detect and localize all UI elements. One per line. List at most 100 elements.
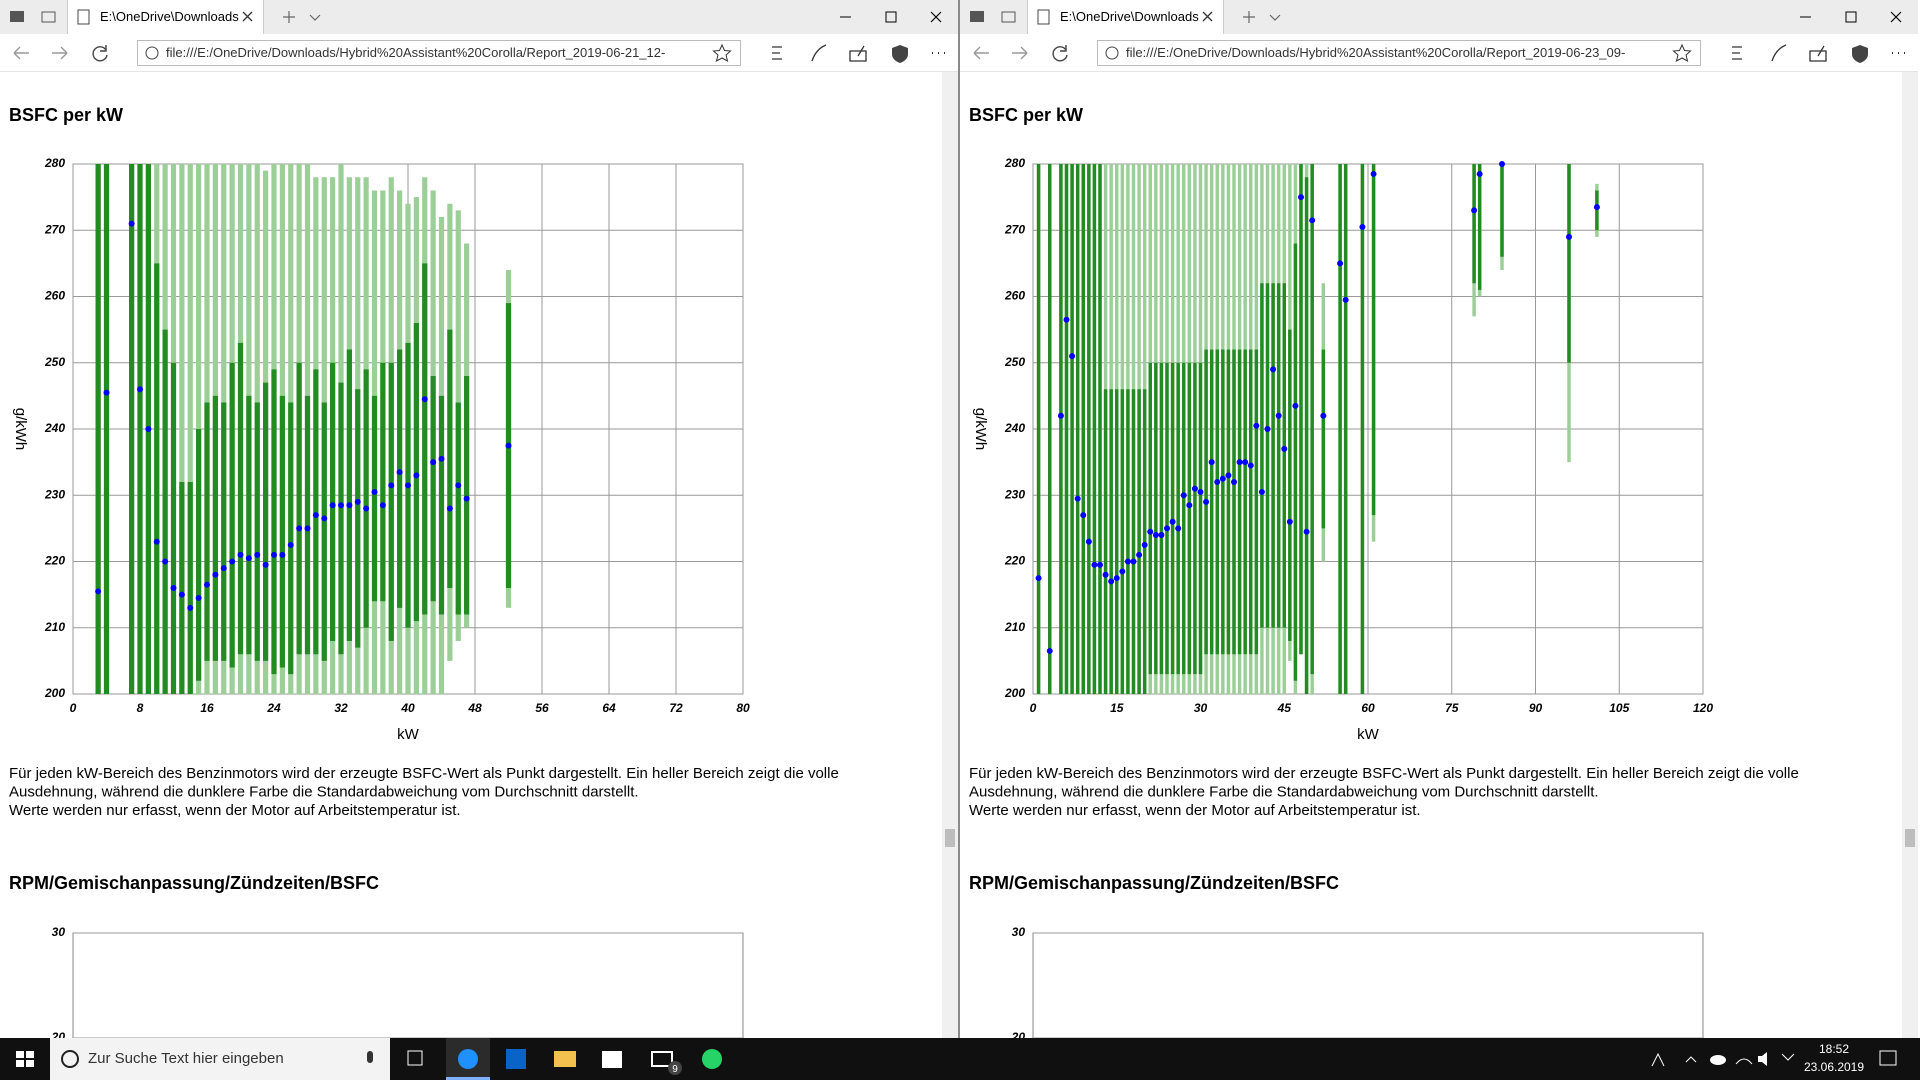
std-bar xyxy=(1064,164,1069,694)
favorites-icon[interactable] xyxy=(1732,46,1742,60)
data-point xyxy=(1164,525,1170,532)
tab-list-icon[interactable] xyxy=(1269,14,1281,21)
std-bar xyxy=(95,164,101,694)
clock-time[interactable]: 18:52 xyxy=(1818,1042,1850,1056)
onedrive-icon[interactable] xyxy=(1710,1055,1726,1065)
tray-chevron[interactable] xyxy=(1685,1056,1697,1063)
info-icon[interactable] xyxy=(145,46,159,60)
dropbox-icon[interactable] xyxy=(1781,1053,1795,1061)
y-tick-label: 20 xyxy=(1011,1030,1026,1038)
new-tab-icon[interactable] xyxy=(283,11,295,23)
store-icon[interactable] xyxy=(602,1051,622,1068)
whatsapp-icon[interactable] xyxy=(702,1049,722,1069)
tabs-aside-icon[interactable] xyxy=(41,11,56,23)
data-point xyxy=(505,442,512,449)
refresh-icon[interactable] xyxy=(1052,45,1068,62)
people-icon[interactable] xyxy=(1651,1052,1665,1067)
notification-icon[interactable] xyxy=(1879,1050,1897,1066)
std-bar xyxy=(1081,164,1085,694)
plot-frame xyxy=(1032,932,1704,1038)
scrollbar[interactable] xyxy=(942,72,958,1038)
volume-icon[interactable] xyxy=(1758,1052,1767,1066)
close-tab-icon[interactable] xyxy=(242,11,253,22)
tab-preview-icon[interactable] xyxy=(10,11,24,22)
notes-icon[interactable] xyxy=(1771,44,1787,62)
tab[interactable]: E:\OneDrive\Downloads xyxy=(1027,0,1224,34)
std-bar xyxy=(1126,389,1130,694)
data-point xyxy=(1203,498,1210,505)
std-bar xyxy=(313,369,319,655)
data-point xyxy=(1298,194,1304,201)
address-bar[interactable]: file:///E:/OneDrive/Downloads/Hybrid%20A… xyxy=(1097,40,1701,66)
data-point xyxy=(455,482,462,489)
data-point xyxy=(346,502,353,509)
notes-icon[interactable] xyxy=(811,44,827,62)
favorite-icon[interactable] xyxy=(712,43,732,62)
scrollbar[interactable] xyxy=(1902,72,1918,1038)
extension-icon[interactable] xyxy=(892,45,908,63)
data-point xyxy=(1264,426,1271,432)
std-bar xyxy=(355,389,361,648)
y-tick-label: 260 xyxy=(1004,289,1025,303)
data-point xyxy=(304,525,311,532)
y-tick-label: 250 xyxy=(1004,355,1025,369)
tabs-aside-icon[interactable] xyxy=(1001,11,1016,23)
std-bar xyxy=(129,164,135,694)
maximize-icon[interactable] xyxy=(885,11,897,23)
forward-icon[interactable] xyxy=(1012,46,1028,60)
data-point xyxy=(1208,459,1215,466)
std-bar xyxy=(1142,389,1147,694)
back-icon[interactable] xyxy=(13,46,29,60)
new-tab-icon[interactable] xyxy=(1243,11,1255,23)
caption-line: Ausdehnung, während die dunklere Farbe d… xyxy=(9,783,639,800)
std-bar xyxy=(346,349,352,641)
mail-badge xyxy=(668,1061,682,1075)
search-box[interactable]: Zur Suche Text hier eingeben xyxy=(50,1038,390,1080)
std-bar xyxy=(1159,362,1164,675)
refresh-icon[interactable] xyxy=(92,45,108,62)
close-tab-icon[interactable] xyxy=(1202,11,1213,22)
data-point xyxy=(95,588,102,595)
x-tick-label: 75 xyxy=(1445,701,1459,715)
data-point xyxy=(128,220,135,227)
task-view-icon[interactable] xyxy=(407,1050,423,1066)
std-bar xyxy=(464,376,470,615)
close-icon[interactable] xyxy=(930,11,942,23)
tab-list-icon[interactable] xyxy=(309,14,321,21)
tab[interactable]: E:\OneDrive\Downloads xyxy=(67,0,264,34)
network-icon[interactable] xyxy=(1735,1058,1753,1065)
scroll-thumb[interactable] xyxy=(945,829,955,847)
maximize-icon[interactable] xyxy=(1845,11,1857,23)
std-bar xyxy=(1176,362,1180,675)
std-bar xyxy=(229,362,235,668)
outlook-icon[interactable] xyxy=(506,1049,526,1069)
clock-date[interactable]: 23.06.2019 xyxy=(1803,1060,1865,1074)
extension-icon[interactable] xyxy=(1852,45,1868,63)
mail-icon[interactable] xyxy=(651,1051,673,1067)
favorite-icon[interactable] xyxy=(1672,43,1692,62)
scroll-thumb[interactable] xyxy=(1905,829,1915,847)
address-bar[interactable]: file:///E:/OneDrive/Downloads/Hybrid%20A… xyxy=(137,40,741,66)
edge-icon[interactable] xyxy=(458,1049,478,1069)
y-tick-label: 280 xyxy=(1004,156,1025,170)
back-icon[interactable] xyxy=(973,46,989,60)
nav-icons xyxy=(13,43,945,63)
tab-preview-icon[interactable] xyxy=(970,11,984,22)
data-point xyxy=(1158,532,1165,538)
share-icon[interactable] xyxy=(849,45,867,62)
edge-active[interactable] xyxy=(446,1038,490,1080)
section-heading: BSFC per kW xyxy=(969,105,1083,125)
info-icon[interactable] xyxy=(1105,46,1119,60)
close-icon[interactable] xyxy=(1890,11,1902,23)
data-point xyxy=(153,538,160,545)
data-point xyxy=(1175,525,1182,532)
share-icon[interactable] xyxy=(1809,45,1827,62)
data-point xyxy=(1180,492,1187,499)
explorer-icon[interactable] xyxy=(554,1051,576,1067)
data-point xyxy=(1593,204,1600,211)
start-button[interactable] xyxy=(0,1038,50,1080)
data-point xyxy=(1080,512,1087,519)
favorites-icon[interactable] xyxy=(772,46,782,60)
forward-icon[interactable] xyxy=(52,46,68,60)
